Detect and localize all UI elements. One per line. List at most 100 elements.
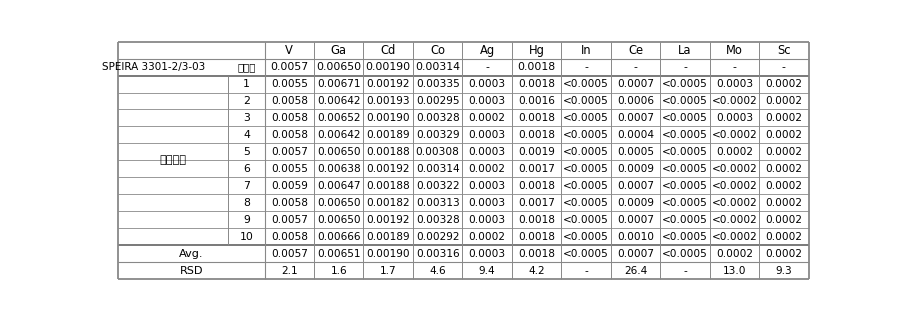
- Text: 0.0018: 0.0018: [518, 249, 555, 259]
- Text: 0.0016: 0.0016: [518, 96, 555, 106]
- Text: RSD: RSD: [180, 266, 203, 276]
- Text: 0.00316: 0.00316: [416, 249, 460, 259]
- Text: 0.0018: 0.0018: [518, 79, 555, 89]
- Text: 0.00190: 0.00190: [365, 62, 410, 72]
- Text: 0.0002: 0.0002: [469, 113, 506, 123]
- Text: <0.0005: <0.0005: [662, 96, 707, 106]
- Text: 0.0009: 0.0009: [617, 198, 654, 208]
- Text: 10: 10: [239, 232, 254, 242]
- Text: <0.0005: <0.0005: [662, 130, 707, 140]
- Text: 0.0057: 0.0057: [271, 215, 308, 225]
- Text: -: -: [782, 62, 786, 72]
- Text: 0.0002: 0.0002: [765, 215, 803, 225]
- Text: 7: 7: [243, 181, 250, 191]
- Text: Mo: Mo: [726, 44, 742, 57]
- Text: 0.00193: 0.00193: [366, 96, 410, 106]
- Text: <0.0002: <0.0002: [712, 232, 757, 242]
- Text: V: V: [285, 44, 293, 57]
- Text: 0.0002: 0.0002: [765, 164, 803, 174]
- Text: 9.3: 9.3: [776, 266, 792, 276]
- Text: 0.00308: 0.00308: [416, 147, 460, 157]
- Text: 0.0003: 0.0003: [716, 113, 753, 123]
- Text: 0.0007: 0.0007: [617, 215, 654, 225]
- Text: Ga: Ga: [330, 44, 346, 57]
- Text: <0.0005: <0.0005: [563, 147, 609, 157]
- Text: 0.0007: 0.0007: [617, 79, 654, 89]
- Text: 0.0004: 0.0004: [617, 130, 654, 140]
- Text: <0.0005: <0.0005: [563, 164, 609, 174]
- Text: 0.0007: 0.0007: [617, 113, 654, 123]
- Text: 0.0002: 0.0002: [765, 249, 803, 259]
- Text: 0.0018: 0.0018: [518, 130, 555, 140]
- Text: Ag: Ag: [480, 44, 495, 57]
- Text: 0.0018: 0.0018: [518, 232, 555, 242]
- Text: 0.00671: 0.00671: [317, 79, 361, 89]
- Text: 0.00328: 0.00328: [416, 215, 460, 225]
- Text: -: -: [733, 62, 736, 72]
- Text: 3: 3: [243, 113, 250, 123]
- Text: <0.0002: <0.0002: [712, 164, 757, 174]
- Text: 0.00295: 0.00295: [416, 96, 459, 106]
- Text: Cd: Cd: [381, 44, 396, 57]
- Text: <0.0002: <0.0002: [712, 96, 757, 106]
- Text: 0.00335: 0.00335: [416, 79, 460, 89]
- Text: 0.0002: 0.0002: [765, 96, 803, 106]
- Text: <0.0005: <0.0005: [563, 113, 609, 123]
- Text: -: -: [683, 62, 687, 72]
- Text: 9.4: 9.4: [479, 266, 495, 276]
- Text: 0.0017: 0.0017: [518, 164, 555, 174]
- Text: 0.00650: 0.00650: [317, 198, 361, 208]
- Text: 0.0003: 0.0003: [469, 147, 506, 157]
- Text: <0.0005: <0.0005: [662, 164, 707, 174]
- Text: 13.0: 13.0: [723, 266, 746, 276]
- Text: 0.0002: 0.0002: [469, 232, 506, 242]
- Text: 0.0002: 0.0002: [716, 147, 753, 157]
- Text: 9: 9: [243, 215, 250, 225]
- Text: <0.0005: <0.0005: [662, 181, 707, 191]
- Text: 測定箇所: 測定箇所: [159, 155, 186, 166]
- Text: 0.0017: 0.0017: [518, 198, 555, 208]
- Text: 0.00189: 0.00189: [366, 232, 410, 242]
- Text: 0.0003: 0.0003: [469, 130, 506, 140]
- Text: 4.6: 4.6: [429, 266, 446, 276]
- Text: 8: 8: [243, 198, 250, 208]
- Text: 0.0002: 0.0002: [765, 198, 803, 208]
- Text: 0.0007: 0.0007: [617, 181, 654, 191]
- Text: <0.0005: <0.0005: [662, 232, 707, 242]
- Text: <0.0005: <0.0005: [662, 249, 707, 259]
- Text: -: -: [584, 62, 588, 72]
- Text: 0.0003: 0.0003: [716, 79, 753, 89]
- Text: 0.00666: 0.00666: [317, 232, 361, 242]
- Text: 0.0002: 0.0002: [765, 113, 803, 123]
- Text: 0.00192: 0.00192: [366, 215, 410, 225]
- Text: 2: 2: [243, 96, 250, 106]
- Text: 0.0002: 0.0002: [765, 130, 803, 140]
- Text: 1.6: 1.6: [330, 266, 347, 276]
- Text: <0.0002: <0.0002: [712, 181, 757, 191]
- Text: <0.0005: <0.0005: [563, 198, 609, 208]
- Text: 0.0057: 0.0057: [270, 62, 309, 72]
- Text: 0.00292: 0.00292: [416, 232, 459, 242]
- Text: 0.0007: 0.0007: [617, 249, 654, 259]
- Text: In: In: [580, 44, 591, 57]
- Text: 1: 1: [243, 79, 250, 89]
- Text: 0.00650: 0.00650: [316, 62, 361, 72]
- Text: 認証値: 認証値: [238, 62, 256, 72]
- Text: 0.00642: 0.00642: [317, 130, 361, 140]
- Text: <0.0005: <0.0005: [662, 198, 707, 208]
- Text: 0.00189: 0.00189: [366, 130, 410, 140]
- Text: 0.0003: 0.0003: [469, 249, 506, 259]
- Text: 0.00314: 0.00314: [415, 62, 460, 72]
- Text: 0.00647: 0.00647: [317, 181, 361, 191]
- Text: 0.00190: 0.00190: [366, 113, 410, 123]
- Text: 0.0006: 0.0006: [617, 96, 654, 106]
- Text: La: La: [679, 44, 692, 57]
- Text: Avg.: Avg.: [179, 249, 203, 259]
- Text: 5: 5: [243, 147, 250, 157]
- Text: <0.0005: <0.0005: [563, 249, 609, 259]
- Text: 0.0003: 0.0003: [469, 215, 506, 225]
- Text: 0.00192: 0.00192: [366, 79, 410, 89]
- Text: 0.0018: 0.0018: [518, 181, 555, 191]
- Text: 0.0003: 0.0003: [469, 181, 506, 191]
- Text: 0.00329: 0.00329: [416, 130, 460, 140]
